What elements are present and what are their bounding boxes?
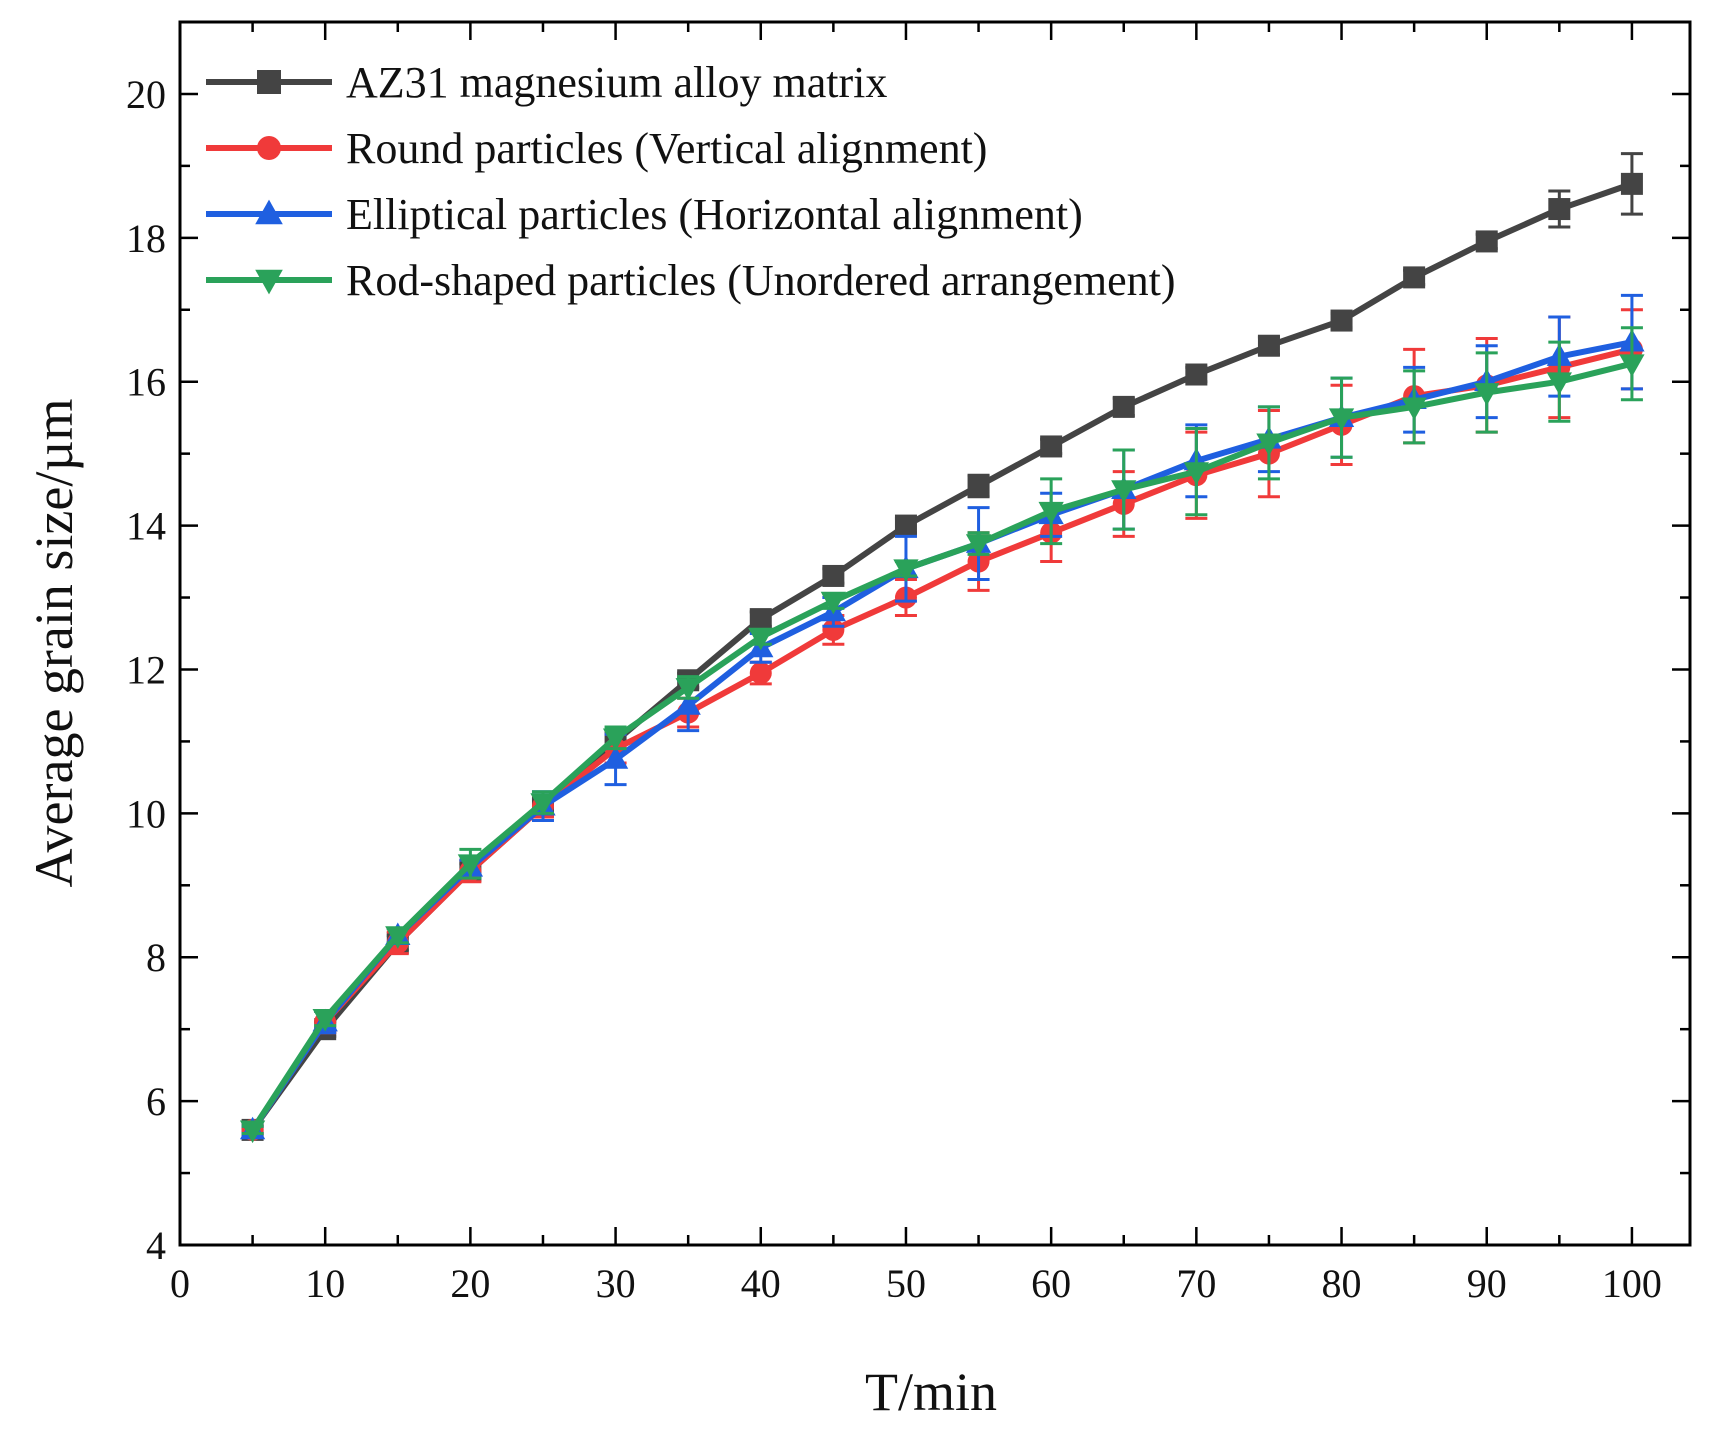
x-tick-label-20: 20 [450, 1261, 490, 1306]
x-axis-title: T/min [865, 1362, 997, 1422]
legend-item-1: AZ31 magnesium alloy matrix [206, 58, 887, 107]
x-tick-label-10: 10 [305, 1261, 345, 1306]
series-2 [241, 308, 1643, 1141]
series-3 [239, 293, 1645, 1140]
legend-item-3: Elliptical particles (Horizontal alignme… [206, 190, 1083, 239]
data-point [1330, 309, 1353, 332]
data-point [312, 1009, 338, 1032]
x-tick-label-40: 40 [741, 1261, 781, 1306]
legend-marker [257, 70, 281, 94]
y-tick-label-8: 8 [146, 935, 166, 980]
data-point [1038, 501, 1064, 525]
x-tick-label-70: 70 [1176, 1261, 1216, 1306]
data-point [967, 475, 990, 498]
y-tick-label-14: 14 [126, 504, 166, 549]
legend: AZ31 magnesium alloy matrix Round particl… [206, 58, 1176, 305]
data-point [1401, 397, 1427, 421]
data-point [1112, 395, 1135, 418]
y-axis-title: Average grain size/µm [24, 399, 84, 888]
legend-label: AZ31 magnesium alloy matrix [346, 58, 887, 107]
y-tick-label-4: 4 [146, 1223, 166, 1268]
data-point [1403, 266, 1426, 289]
data-point [822, 564, 845, 587]
legend-item-4: Rod-shaped particles (Unordered arrangem… [206, 256, 1176, 305]
legend-marker [257, 136, 281, 160]
data-point [457, 854, 484, 877]
data-point [894, 514, 917, 537]
data-point [385, 926, 411, 949]
y-tick-label-12: 12 [126, 647, 166, 692]
x-tick-label-90: 90 [1467, 1261, 1507, 1306]
axes-layer: 0 10 20 30 40 50 60 70 80 90 100 4 6 8 10 12 14 16 18 20 [126, 20, 1692, 1306]
data-point [1548, 198, 1571, 221]
data-point [1620, 172, 1643, 195]
x-tick-label-30: 30 [596, 1261, 636, 1306]
x-tick-label-60: 60 [1031, 1261, 1071, 1306]
legend-label: Elliptical particles (Horizontal alignme… [346, 190, 1083, 239]
legend-label: Round particles (Vertical alignment) [346, 124, 987, 173]
data-point [1040, 435, 1063, 458]
data-point [893, 559, 919, 582]
legend-item-2: Round particles (Vertical alignment) [206, 124, 987, 173]
data-point [675, 692, 701, 715]
data-point [602, 728, 629, 752]
series-line [250, 360, 1633, 1132]
data-point [749, 608, 772, 631]
y-tick-label-18: 18 [126, 216, 166, 261]
plot-frame [178, 20, 1692, 1247]
legend-label: Rod-shaped particles (Unordered arrangem… [346, 256, 1176, 305]
data-point [530, 793, 556, 816]
data-point [1328, 408, 1355, 431]
y-tick-label-10: 10 [126, 791, 166, 836]
data-point [1619, 354, 1645, 377]
y-tick-label-16: 16 [126, 360, 166, 405]
data-point [965, 534, 992, 557]
data-point [1475, 230, 1498, 253]
series-line [250, 181, 1633, 1132]
x-tick-label-50: 50 [886, 1261, 926, 1306]
data-point [822, 618, 845, 641]
x-tick-label-80: 80 [1322, 1261, 1362, 1306]
data-point [1183, 462, 1209, 485]
y-tick-label-6: 6 [146, 1079, 166, 1124]
data-point [1474, 383, 1500, 406]
series-line [250, 339, 1633, 1132]
data-point [1185, 363, 1208, 386]
x-tick-label-0: 0 [170, 1261, 190, 1306]
legend-marker [255, 199, 283, 225]
series-layer [239, 152, 1645, 1144]
data-point [675, 678, 701, 701]
data-point [1257, 334, 1280, 357]
series-4 [239, 326, 1645, 1144]
data-point [1256, 433, 1282, 457]
data-point [749, 662, 772, 685]
data-point [1111, 480, 1137, 503]
y-tick-label-20: 20 [126, 72, 166, 117]
legend-marker [255, 269, 283, 295]
data-point [748, 627, 774, 651]
x-tick-label-100: 100 [1602, 1261, 1662, 1306]
data-point [239, 1120, 266, 1144]
data-point [602, 746, 629, 769]
series-line [250, 346, 1633, 1132]
data-point [820, 591, 847, 615]
data-point [1546, 372, 1572, 395]
